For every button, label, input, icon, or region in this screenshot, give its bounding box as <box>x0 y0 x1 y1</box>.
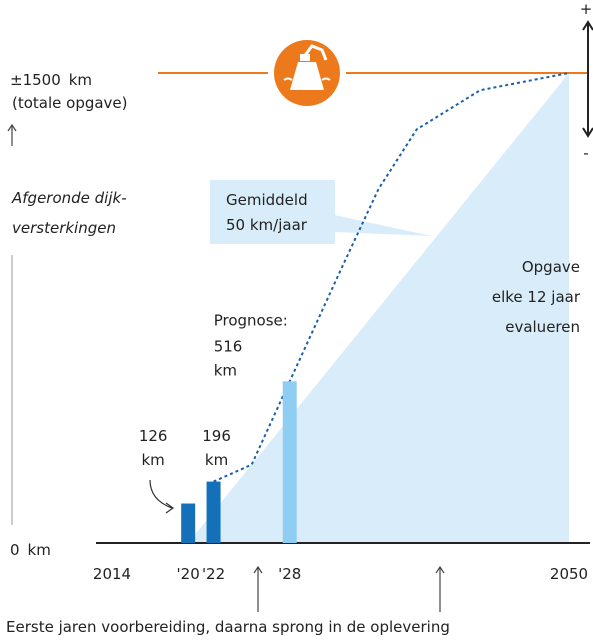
footer-arrow-head <box>435 565 445 574</box>
label-arrow-head <box>165 502 175 514</box>
callout-text: 50 km/jaar <box>226 216 308 234</box>
icon-cab <box>300 54 310 61</box>
x-tick-label: '20 <box>177 565 200 583</box>
value-label: 196 km <box>202 427 231 469</box>
y-tick-label: 0 <box>10 541 20 559</box>
target-icon <box>274 40 340 106</box>
y-unit: km <box>69 71 92 89</box>
icon-water <box>283 77 331 81</box>
y-axis-label: versterkingen <box>12 219 116 237</box>
y-tick-label: ±1500 <box>10 71 61 89</box>
top-note: (totale opgave) <box>12 94 128 112</box>
range-plus: + <box>580 0 593 18</box>
callout-text: Gemiddeld <box>226 191 308 209</box>
bar <box>206 481 221 543</box>
y-axis-label: Afgeronde dijk- <box>11 189 127 207</box>
y-unit: km <box>28 541 51 559</box>
range-bracket-heads <box>582 20 593 138</box>
value-label: 126 km <box>139 427 168 469</box>
callout-box <box>210 180 335 244</box>
label-arrow <box>149 479 173 509</box>
note: Opgave <box>522 258 580 276</box>
expected-curve <box>213 72 570 483</box>
footer: Eerste jaren voorbereiding, daarna spron… <box>6 618 450 636</box>
bar <box>282 381 297 543</box>
note: evalueren <box>505 318 580 336</box>
axis-arrow-head <box>7 123 17 132</box>
area-layer <box>188 73 569 543</box>
x-tick-label: 2050 <box>550 565 588 583</box>
main-layer: Gemiddeld 50 km/jaar 0 km ±1500 km 2014 '20'22 '… <box>10 71 590 583</box>
x-tick-label: 2014 <box>93 565 131 583</box>
footer-arrow-head <box>253 565 263 574</box>
range-minus: - <box>583 144 588 162</box>
callout-pointer <box>320 212 432 236</box>
icon-dike <box>290 62 324 90</box>
forecast-label: Prognose: <box>214 311 288 329</box>
icon-excavator <box>301 44 328 61</box>
value-label: 516 km <box>214 337 243 379</box>
x-tick-label: '28 <box>278 565 301 583</box>
average-area <box>188 73 569 543</box>
bar <box>181 503 196 543</box>
note: elke 12 jaar <box>492 288 581 306</box>
x-tick-label: '22 <box>202 565 225 583</box>
